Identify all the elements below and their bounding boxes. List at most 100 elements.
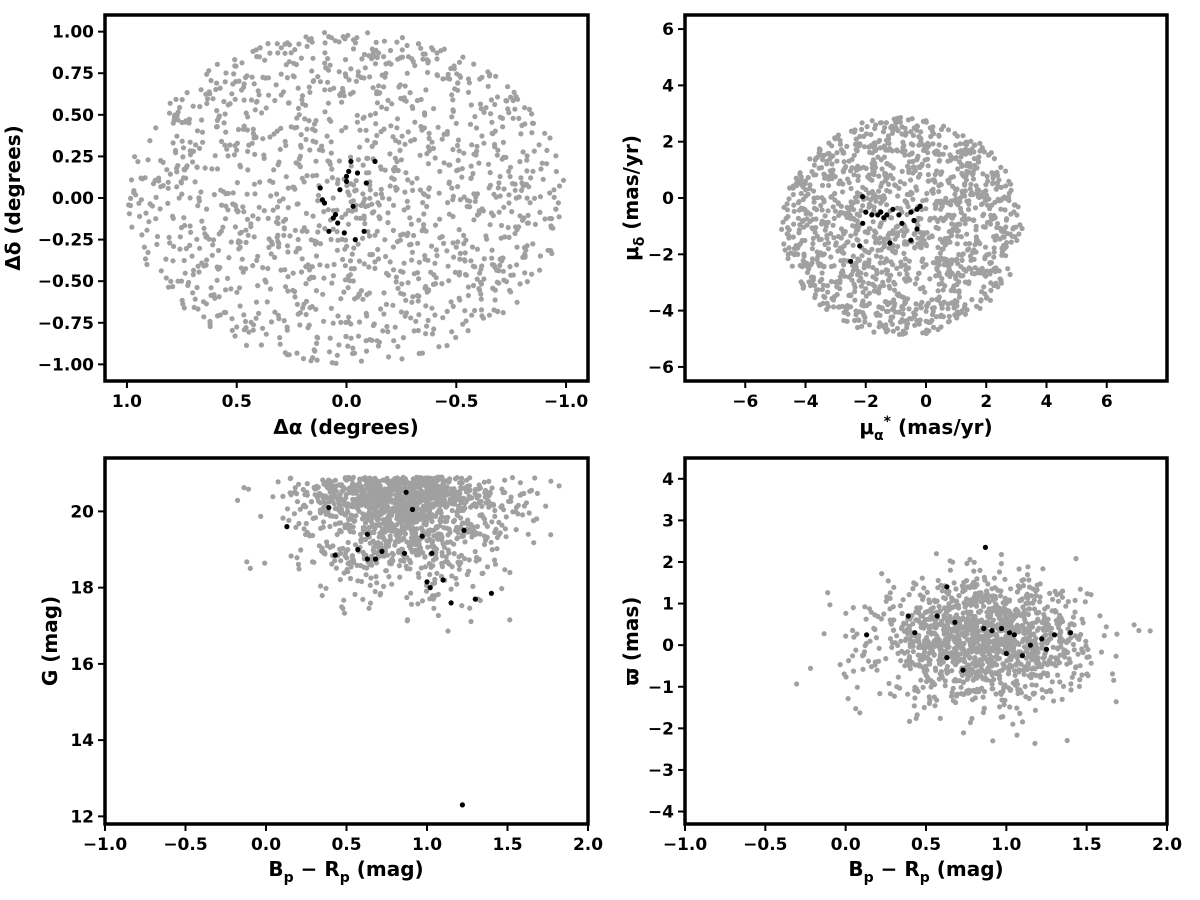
field-star-point — [210, 242, 216, 248]
field-star-point — [429, 512, 435, 518]
field-star-point — [282, 138, 288, 145]
field-star-point — [865, 174, 871, 180]
field-star-point — [877, 283, 883, 290]
field-star-point — [346, 77, 352, 83]
field-star-point — [382, 167, 388, 173]
field-star-point — [412, 119, 418, 125]
field-star-point — [181, 175, 187, 181]
field-star-point — [419, 527, 425, 533]
field-star-point — [818, 261, 824, 268]
field-star-point — [283, 62, 289, 68]
field-star-point — [197, 104, 203, 110]
field-star-point — [836, 304, 842, 310]
field-star-point — [362, 196, 368, 202]
field-star-point — [178, 180, 184, 186]
field-star-point — [423, 588, 430, 594]
field-star-point — [957, 310, 964, 316]
field-star-point — [345, 221, 352, 227]
field-star-point — [250, 48, 256, 55]
field-star-point — [360, 162, 366, 168]
field-star-point — [869, 246, 875, 252]
field-star-point — [215, 247, 222, 254]
x-tick-label: 1.0 — [112, 392, 142, 412]
field-star-point — [382, 477, 388, 483]
field-star-point — [500, 124, 506, 130]
field-star-point — [479, 206, 485, 212]
field-star-point — [982, 244, 989, 250]
field-star-point — [280, 89, 287, 95]
panel2-xlabel-unit: (mas/yr) — [898, 415, 993, 439]
field-star-point — [405, 230, 411, 236]
field-star-point — [516, 224, 522, 230]
field-star-point — [1073, 556, 1079, 562]
field-star-point — [385, 552, 391, 558]
field-star-point — [303, 210, 309, 216]
field-star-point — [145, 249, 151, 256]
field-star-point — [401, 97, 407, 103]
field-star-point — [869, 118, 875, 124]
field-star-point — [342, 277, 348, 283]
field-star-point — [211, 292, 217, 298]
field-star-point — [933, 551, 940, 557]
field-star-point — [274, 234, 280, 240]
field-star-point — [165, 179, 171, 185]
field-star-point — [432, 481, 438, 487]
field-star-point — [277, 146, 283, 152]
field-star-point — [556, 214, 562, 220]
member-star-point — [914, 226, 920, 232]
field-star-point — [180, 301, 186, 307]
field-star-point — [223, 70, 229, 76]
member-star-point — [848, 258, 854, 264]
field-star-point — [474, 523, 480, 530]
field-star-point — [906, 592, 912, 598]
field-star-point — [301, 179, 307, 185]
field-star-point — [387, 151, 393, 157]
field-star-point — [222, 111, 228, 117]
field-star-point — [465, 517, 471, 523]
field-star-point — [457, 250, 463, 256]
field-star-point — [377, 521, 383, 527]
field-star-point — [245, 167, 251, 173]
field-star-point — [378, 191, 384, 197]
field-star-point — [478, 291, 484, 297]
field-star-point — [306, 276, 312, 282]
field-star-point — [408, 241, 414, 247]
field-star-point — [817, 152, 823, 158]
field-star-point — [781, 241, 787, 247]
field-star-point — [501, 204, 507, 210]
field-star-point — [442, 518, 448, 525]
field-star-point — [209, 166, 215, 172]
field-star-point — [555, 200, 562, 206]
field-star-point — [534, 490, 541, 496]
field-star-point — [1003, 183, 1009, 189]
member-star-point — [403, 489, 409, 495]
field-star-point — [425, 317, 431, 323]
field-star-point — [910, 196, 916, 202]
field-star-point — [316, 498, 322, 504]
field-star-point — [953, 699, 959, 706]
field-star-point — [843, 305, 850, 311]
field-star-point — [373, 191, 379, 197]
field-star-point — [353, 215, 359, 221]
member-star-point — [372, 158, 378, 164]
field-star-point — [181, 166, 187, 172]
field-star-point — [415, 41, 421, 47]
field-star-point — [229, 316, 235, 322]
field-star-point — [355, 241, 361, 247]
field-star-point — [315, 198, 321, 204]
field-star-point — [882, 172, 888, 178]
field-star-point — [930, 260, 937, 266]
field-star-point — [963, 177, 970, 183]
field-star-point — [819, 286, 826, 293]
field-star-point — [440, 315, 446, 321]
field-star-point — [489, 247, 495, 253]
field-star-point — [244, 559, 250, 565]
field-star-point — [484, 236, 490, 242]
field-star-point — [943, 262, 949, 268]
field-star-point — [794, 182, 800, 189]
field-star-point — [329, 280, 335, 286]
field-star-point — [320, 148, 326, 154]
field-star-point — [415, 240, 421, 246]
field-star-point — [488, 539, 494, 545]
field-star-point — [306, 322, 312, 328]
